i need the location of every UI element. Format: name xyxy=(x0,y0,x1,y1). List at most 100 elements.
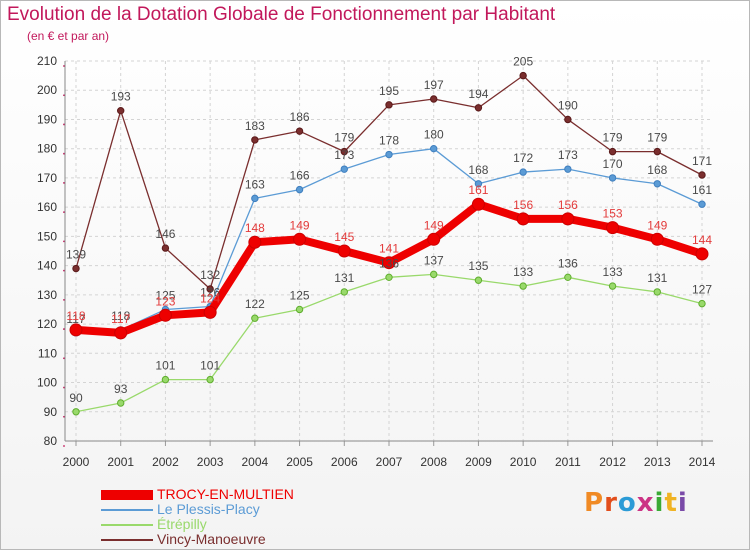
logo-letter: r xyxy=(604,488,618,518)
data-label-3: 171 xyxy=(692,154,712,168)
data-label-1: 173 xyxy=(558,148,578,162)
series-point-1 xyxy=(295,185,304,194)
series-point-1 xyxy=(474,180,483,188)
data-label-2: 127 xyxy=(692,283,712,297)
proxiti-logo: Proxiti xyxy=(584,488,688,518)
data-label-3: 205 xyxy=(513,55,533,69)
series-point-2 xyxy=(117,399,125,407)
series-point-0 xyxy=(248,235,262,249)
series-point-2 xyxy=(72,408,80,416)
data-label-3: 179 xyxy=(334,131,354,145)
data-label-2: 125 xyxy=(290,288,310,302)
data-label-2: 133 xyxy=(513,265,533,279)
series-point-2 xyxy=(206,375,214,384)
x-tick-label: 2008 xyxy=(420,455,447,469)
y-minor-tick xyxy=(63,182,65,184)
data-label-1: 166 xyxy=(290,169,310,183)
series-point-0 xyxy=(337,244,351,258)
series-point-0 xyxy=(114,326,128,340)
legend-label: Vincy-Manoeuvre xyxy=(157,531,266,547)
legend-label: TROCY-EN-MULTIEN xyxy=(157,486,294,502)
data-label-3: 195 xyxy=(379,84,399,98)
series-point-2 xyxy=(340,288,348,296)
x-tick-label: 2003 xyxy=(197,455,224,469)
series-point-0 xyxy=(427,232,441,246)
data-label-3: 179 xyxy=(647,131,667,145)
y-minor-tick xyxy=(63,123,65,126)
data-label-2: 101 xyxy=(155,359,175,373)
data-label-1: 126 xyxy=(200,286,220,300)
data-label-1: 117 xyxy=(66,312,85,326)
series-point-0 xyxy=(650,232,664,246)
data-label-1: 173 xyxy=(334,148,354,162)
data-label-3: 146 xyxy=(155,227,175,241)
data-label-0: 124 xyxy=(200,291,220,305)
x-tick-label: 2009 xyxy=(465,455,492,469)
legend-label: Étrépilly xyxy=(157,516,207,532)
series-point-2 xyxy=(161,375,170,384)
data-label-2: 131 xyxy=(334,271,354,285)
legend-swatch xyxy=(101,509,153,511)
y-minor-tick xyxy=(63,65,65,67)
data-label-0: 153 xyxy=(603,207,623,221)
data-label-3: 197 xyxy=(424,78,444,92)
grid xyxy=(65,60,713,442)
y-tick-label: 200 xyxy=(37,83,57,97)
series-point-1 xyxy=(653,180,661,188)
data-label-3: 186 xyxy=(290,110,310,124)
series-point-0 xyxy=(69,323,83,337)
y-minor-tick xyxy=(63,211,65,214)
series-point-2 xyxy=(698,299,706,308)
y-minor-tick xyxy=(63,269,65,272)
data-label-1: 161 xyxy=(692,183,712,197)
x-tick-label: 2002 xyxy=(152,455,179,469)
series-point-2 xyxy=(430,270,438,279)
logo-letter: i xyxy=(654,488,665,518)
data-label-1: 118 xyxy=(111,309,130,323)
x-tick-label: 2001 xyxy=(107,455,134,469)
y-tick-label: 160 xyxy=(37,200,57,214)
series-point-0 xyxy=(293,232,307,246)
series-point-3 xyxy=(117,106,125,115)
data-label-0: 156 xyxy=(558,198,578,212)
y-minor-tick xyxy=(63,94,65,97)
data-label-0: 149 xyxy=(290,218,310,232)
y-tick-label: 180 xyxy=(37,142,57,156)
y-minor-tick xyxy=(63,415,65,418)
series-point-3 xyxy=(519,71,527,80)
data-label-0: 161 xyxy=(468,183,488,197)
x-tick-label: 2011 xyxy=(555,455,581,469)
x-tick-label: 2000 xyxy=(63,455,90,469)
series-point-3 xyxy=(564,115,572,124)
series-point-2 xyxy=(385,273,393,282)
data-label-3: 179 xyxy=(603,131,623,145)
series-point-3 xyxy=(474,104,483,112)
data-label-2: 135 xyxy=(468,259,488,273)
y-tick-label: 170 xyxy=(37,171,57,185)
y-tick-label: 100 xyxy=(37,376,57,390)
data-label-0: 123 xyxy=(155,294,175,308)
y-tick-label: 150 xyxy=(37,229,57,243)
data-label-0: 118 xyxy=(66,309,85,323)
chart-title: Evolution de la Dotation Globale de Fonc… xyxy=(7,4,556,25)
data-label-2: 101 xyxy=(200,359,220,373)
data-label-3: 194 xyxy=(468,87,488,101)
legend-swatch xyxy=(101,539,153,541)
y-minor-tick xyxy=(63,386,65,389)
logo-letter: o xyxy=(617,488,637,518)
series-point-3 xyxy=(340,147,348,156)
series-point-1 xyxy=(564,165,572,173)
y-tick-label: 80 xyxy=(44,434,58,448)
legend-swatch xyxy=(101,490,153,500)
series xyxy=(69,71,709,416)
legend-swatch xyxy=(101,524,153,526)
data-label-2: 131 xyxy=(647,271,667,285)
series-point-3 xyxy=(206,285,214,293)
data-label-0: 117 xyxy=(111,312,130,326)
series-point-0 xyxy=(561,212,575,226)
data-label-3: 193 xyxy=(111,90,131,104)
logo-letter: x xyxy=(636,488,655,518)
series-point-2 xyxy=(474,276,483,284)
